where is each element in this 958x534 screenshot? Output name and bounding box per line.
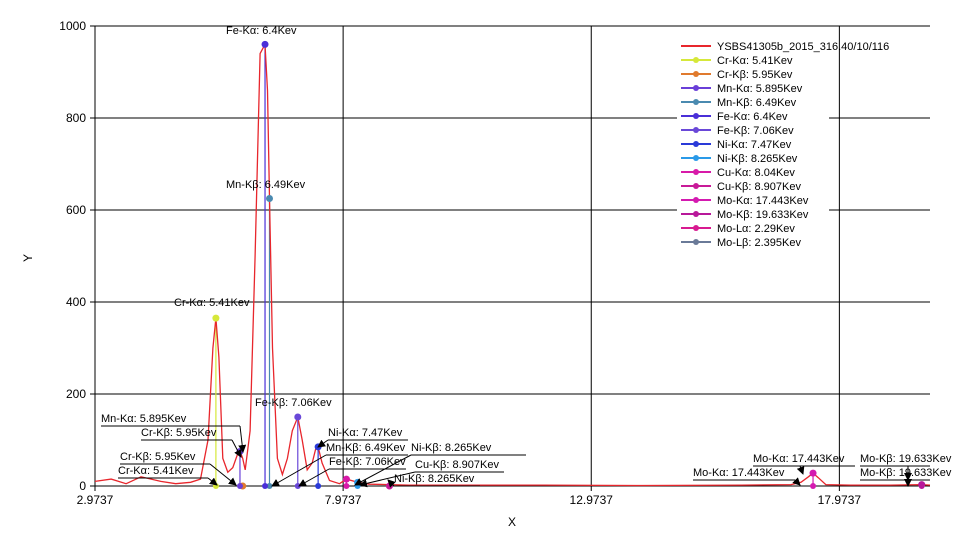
spectrum-line xyxy=(94,42,931,487)
legend-swatch-marker xyxy=(693,211,699,217)
legend-label: Mo-Lα: 2.29Kev xyxy=(717,223,795,235)
peak-base-marker xyxy=(266,483,273,489)
peak-annotation-label: Mo-Kα: 17.443Kev xyxy=(753,453,845,465)
grid-lines xyxy=(95,25,930,486)
annotation-arrow xyxy=(298,468,330,487)
legend-label: Mo-Kα: 17.443Kev xyxy=(717,195,809,207)
peak-marker xyxy=(809,469,817,477)
peak-marker xyxy=(265,195,273,202)
annotation-arrow xyxy=(317,439,329,448)
peak-base-marker xyxy=(343,483,350,489)
y-tick-label: 400 xyxy=(66,295,86,309)
legend-swatch-marker xyxy=(693,57,699,63)
y-tick-label: 800 xyxy=(66,111,86,125)
annotation-arrow xyxy=(207,477,218,486)
legend-label: Cr-Kβ: 5.95Kev xyxy=(717,69,793,81)
peak-base-marker xyxy=(315,483,322,489)
annotation-arrow xyxy=(209,463,237,486)
annotation-arrow xyxy=(387,479,396,488)
legend-swatch-marker xyxy=(693,197,699,203)
annotation-arrow xyxy=(231,439,242,458)
peak-base-marker xyxy=(262,483,269,489)
peak-annotation-label: Mn-Kβ: 6.49Kev xyxy=(326,442,406,454)
peak-annotation-label: Ni-Kβ: 8.265Kev xyxy=(411,442,492,454)
x-tick-label: 17.9737 xyxy=(818,493,862,507)
x-tick-label: 7.9737 xyxy=(325,493,362,507)
axes xyxy=(94,26,930,487)
y-tick-label: 0 xyxy=(79,479,86,493)
x-axis-title: X xyxy=(508,515,516,529)
peak-annotation-label: Cr-Kβ: 5.95Kev xyxy=(141,427,217,439)
legend-swatch-marker xyxy=(693,71,699,77)
peak-marker xyxy=(294,413,302,421)
legend-label: Ni-Kα: 7.47Kev xyxy=(717,139,792,151)
annotation-arrow xyxy=(796,465,805,475)
legend-swatch-marker xyxy=(693,127,699,133)
peak-annotation-label: Mo-Kβ: 19.633Kev xyxy=(860,453,952,465)
peak-marker xyxy=(212,314,220,322)
legend-label: Mn-Kα: 5.895Kev xyxy=(717,83,803,95)
peak-annotation-label: Cr-Kα: 5.41Kev xyxy=(118,465,194,477)
legend-box xyxy=(677,31,829,249)
legend-swatch-marker xyxy=(693,239,699,245)
legend-label: Mo-Kβ: 19.633Kev xyxy=(717,209,809,221)
legend-swatch-marker xyxy=(693,141,699,147)
legend-swatch-marker xyxy=(693,99,699,105)
legend-label: Fe-Kα: 6.4Kev xyxy=(717,111,788,123)
peak-annotation-label: Fe-Kβ: 7.06Kev xyxy=(329,456,406,468)
peak-annotation-label: Mo-Kα: 17.443Kev xyxy=(693,467,785,479)
legend-swatch-marker xyxy=(693,113,699,119)
x-tick-label: 2.9737 xyxy=(77,493,114,507)
peak-annotation-label: Mn-Kα: 5.895Kev xyxy=(101,413,187,425)
legend-label: Cu-Kα: 8.04Kev xyxy=(717,167,795,179)
peak-annotation-label: Ni-Kβ: 8.265Kev xyxy=(394,473,475,485)
peak-annotation-label: Fe-Kβ: 7.06Kev xyxy=(255,397,332,409)
y-tick-label: 1000 xyxy=(59,19,86,33)
y-tick-label: 600 xyxy=(66,203,86,217)
peak-annotations: Fe-Kα: 6.4Kev Mn-Kβ: 6.49Kev Cr-Kα: 5.41Ke… xyxy=(101,25,952,488)
peak-annotation-label: Mn-Kβ: 6.49Kev xyxy=(226,179,306,191)
x-tick-label: 12.9737 xyxy=(570,493,614,507)
peak-annotation-label: Mo-Kβ: 19.633Kev xyxy=(860,467,952,479)
legend-label: Mo-Lβ: 2.395Kev xyxy=(717,237,801,249)
annotation-arrow xyxy=(238,425,247,453)
annotation-arrow xyxy=(271,454,327,487)
legend-label: Mn-Kβ: 6.49Kev xyxy=(717,97,797,109)
peak-annotation-label: Cr-Kβ: 5.95Kev xyxy=(120,451,196,463)
peak-base-marker xyxy=(236,483,243,489)
legend-label: Cu-Kβ: 8.907Kev xyxy=(717,181,801,193)
peak-marker xyxy=(261,40,269,48)
legend: YSBS41305b_2015_316.40/10/116 Cr-Kα: 5.41… xyxy=(677,31,889,249)
legend-label: Fe-Kβ: 7.06Kev xyxy=(717,125,794,137)
y-axis-title: Y xyxy=(21,254,35,262)
legend-swatch-marker xyxy=(693,225,699,231)
spectrum-series xyxy=(94,42,931,487)
legend-label: Ni-Kβ: 8.265Kev xyxy=(717,153,798,165)
peak-marker xyxy=(342,475,350,483)
legend-swatch-marker xyxy=(693,183,699,189)
annotation-arrow xyxy=(792,477,801,486)
peak-annotation-label: Fe-Kα: 6.4Kev xyxy=(226,25,297,37)
legend-swatch-marker xyxy=(693,85,699,91)
peak-lines xyxy=(215,44,923,486)
legend-label: YSBS41305b_2015_316.40/10/116 xyxy=(717,41,889,53)
peak-annotation-label: Cu-Kβ: 8.907Kev xyxy=(415,459,499,471)
y-tick-label: 200 xyxy=(66,387,86,401)
legend-swatch-marker xyxy=(693,155,699,161)
legend-swatch-marker xyxy=(693,169,699,175)
legend-label: Cr-Kα: 5.41Kev xyxy=(717,55,793,67)
tick-labels: 0 200 400 600 800 1000 2.9737 7.9737 12.9737 17.9… xyxy=(59,19,861,507)
peak-base-marker xyxy=(810,483,817,489)
peak-base-marker xyxy=(918,483,925,489)
annotation-arrow xyxy=(359,471,416,488)
peak-annotation-label: Ni-Kα: 7.47Kev xyxy=(328,427,403,439)
peak-annotation-label: Cr-Kα: 5.41Kev xyxy=(174,297,250,309)
